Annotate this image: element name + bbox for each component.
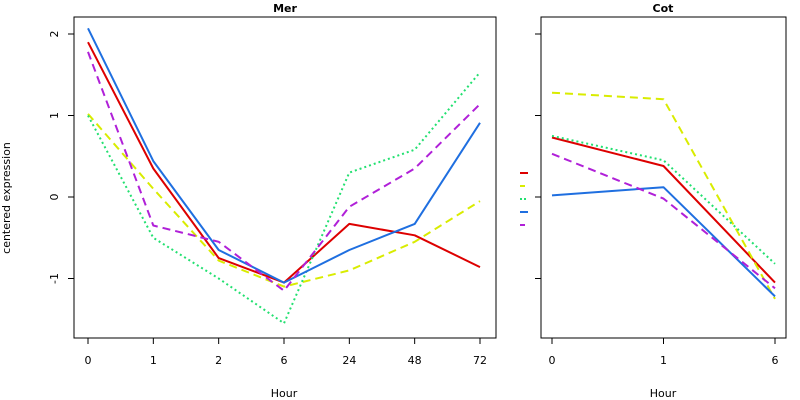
mer-series-line-5 <box>87 51 481 292</box>
mer-x-tick-label: 6 <box>281 354 288 367</box>
mer-x-tick-label: 0 <box>85 354 92 367</box>
cot-panel-frame <box>540 16 787 339</box>
y-axis-title: centered expression <box>0 142 13 254</box>
mer-x-tick-label: 2 <box>215 354 222 367</box>
cot-panel-title: Cot <box>653 2 674 15</box>
cot-series-line-5 <box>551 152 776 290</box>
cot-series-line-1 <box>551 136 776 284</box>
cot-series-line-3 <box>551 134 776 265</box>
legend-keys <box>520 172 528 226</box>
mer-y-tick-label: 0 <box>48 194 61 201</box>
mer-series-line-2 <box>87 113 481 288</box>
mer-x-tick-label: 1 <box>150 354 157 367</box>
mer-y-tick-label: 2 <box>48 31 61 38</box>
mer-x-tick-label: 48 <box>408 354 422 367</box>
cot-series-line-4 <box>551 186 776 298</box>
cot-x-tick-label: 6 <box>772 354 779 367</box>
cot-series-group <box>551 91 776 300</box>
mer-x-tick-label: 72 <box>473 354 487 367</box>
mer-panel-title: Mer <box>273 2 297 15</box>
mer-y-tick-label: -1 <box>48 273 61 284</box>
cot-x-tick-label: 0 <box>549 354 556 367</box>
mer-y-tick-label: 1 <box>48 112 61 119</box>
cot-x-axis-title: Hour <box>650 387 677 400</box>
mer-series-group <box>87 27 481 325</box>
mer-series-line-4 <box>87 27 481 284</box>
cot-x-tick-label: 1 <box>660 354 667 367</box>
cot-series-line-2 <box>551 91 776 300</box>
mer-x-axis-title: Hour <box>271 387 298 400</box>
cot-axes: 0 1 6 <box>535 33 779 367</box>
mer-x-tick-label: 24 <box>342 354 356 367</box>
mer-panel-frame <box>73 16 497 339</box>
mer-axes: 0 1 2 6 24 48 72 2 1 0 -1 <box>48 31 487 368</box>
